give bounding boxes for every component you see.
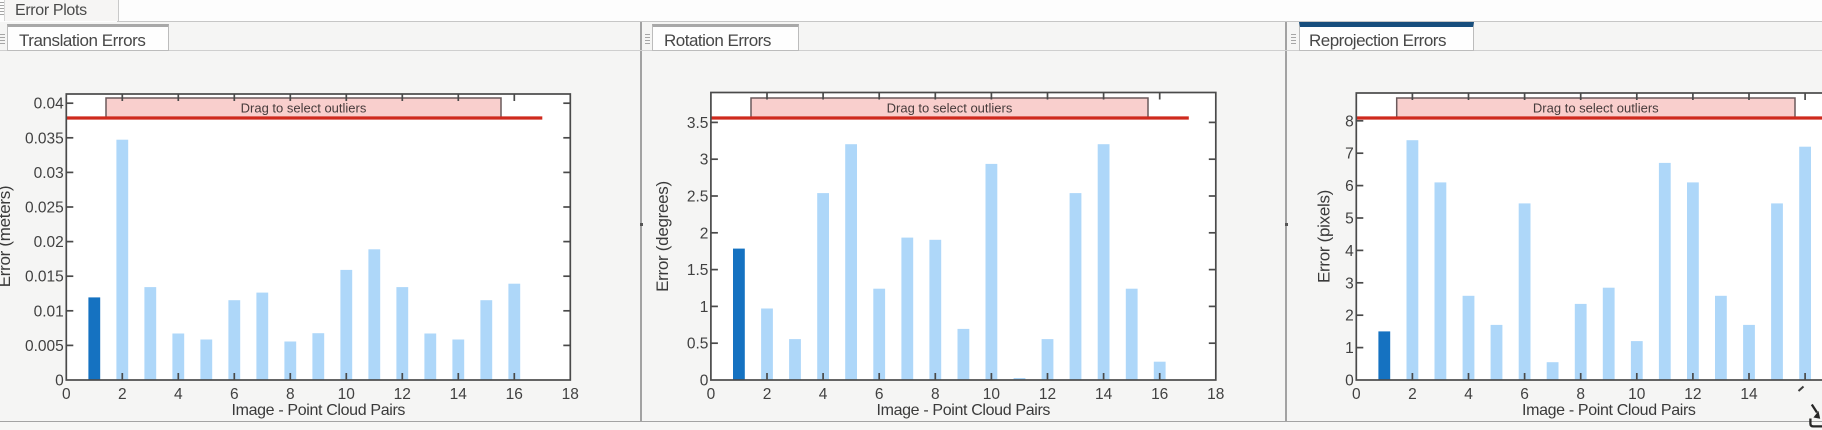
svg-text:1.5: 1.5	[687, 262, 709, 279]
svg-text:8: 8	[1576, 386, 1585, 403]
svg-text:7: 7	[1345, 146, 1354, 163]
svg-text:5: 5	[1345, 211, 1354, 228]
svg-text:0.015: 0.015	[25, 269, 64, 286]
svg-text:8: 8	[931, 386, 940, 403]
svg-text:0: 0	[1352, 386, 1361, 403]
svg-text:8: 8	[1345, 113, 1354, 130]
svg-text:Image - Point Cloud Pairs: Image - Point Cloud Pairs	[232, 402, 406, 419]
svg-text:0: 0	[700, 373, 709, 390]
svg-text:0.04: 0.04	[34, 96, 65, 113]
svg-text:18: 18	[562, 386, 579, 403]
svg-text:0: 0	[55, 373, 64, 390]
svg-text:Image - Point Cloud Pairs: Image - Point Cloud Pairs	[1522, 402, 1696, 419]
svg-text:8: 8	[286, 386, 295, 403]
svg-text:4: 4	[174, 386, 183, 403]
svg-text:0: 0	[62, 386, 71, 403]
svg-text:0.01: 0.01	[34, 303, 64, 320]
svg-text:2: 2	[1345, 308, 1354, 325]
svg-text:0.035: 0.035	[25, 130, 64, 147]
svg-text:Drag to select outliers: Drag to select outliers	[1533, 101, 1659, 116]
svg-text:2: 2	[700, 225, 709, 242]
svg-text:14: 14	[1095, 386, 1113, 403]
svg-text:14: 14	[1740, 386, 1758, 403]
svg-text:3: 3	[700, 152, 709, 169]
svg-text:4: 4	[1345, 243, 1354, 260]
svg-text:Drag to select outliers: Drag to select outliers	[241, 101, 367, 116]
svg-text:Error (pixels): Error (pixels)	[1315, 190, 1334, 283]
svg-text:2: 2	[1408, 386, 1417, 403]
svg-text:16: 16	[1151, 386, 1168, 403]
svg-text:12: 12	[1039, 386, 1056, 403]
svg-text:16: 16	[506, 386, 523, 403]
svg-text:14: 14	[450, 386, 468, 403]
svg-text:0.005: 0.005	[25, 338, 64, 355]
svg-text:1: 1	[700, 299, 709, 316]
svg-text:2: 2	[763, 386, 772, 403]
svg-text:6: 6	[1520, 386, 1529, 403]
svg-text:0: 0	[707, 386, 716, 403]
svg-text:3: 3	[1345, 275, 1354, 292]
svg-text:0.025: 0.025	[25, 200, 64, 217]
svg-text:6: 6	[1345, 178, 1354, 195]
svg-text:Error (meters): Error (meters)	[0, 186, 14, 288]
svg-text:6: 6	[230, 386, 239, 403]
svg-text:0.5: 0.5	[687, 336, 709, 353]
svg-text:Drag to select outliers: Drag to select outliers	[887, 101, 1013, 116]
svg-text:Image - Point Cloud Pairs: Image - Point Cloud Pairs	[877, 402, 1051, 419]
svg-text:2: 2	[118, 386, 127, 403]
svg-text:10: 10	[983, 386, 1001, 403]
svg-text:1: 1	[1345, 340, 1354, 357]
svg-text:0.02: 0.02	[34, 234, 64, 251]
svg-text:3.5: 3.5	[687, 115, 709, 132]
svg-text:0: 0	[1345, 373, 1354, 390]
svg-text:4: 4	[1464, 386, 1473, 403]
svg-text:6: 6	[875, 386, 884, 403]
svg-text:12: 12	[1684, 386, 1701, 403]
svg-text:0.03: 0.03	[34, 165, 64, 182]
svg-text:Error (degrees): Error (degrees)	[653, 181, 672, 292]
svg-text:10: 10	[1628, 386, 1646, 403]
svg-text:18: 18	[1207, 386, 1224, 403]
svg-text:12: 12	[394, 386, 411, 403]
svg-text:2.5: 2.5	[687, 189, 709, 206]
svg-text:4: 4	[819, 386, 828, 403]
svg-text:10: 10	[338, 386, 356, 403]
